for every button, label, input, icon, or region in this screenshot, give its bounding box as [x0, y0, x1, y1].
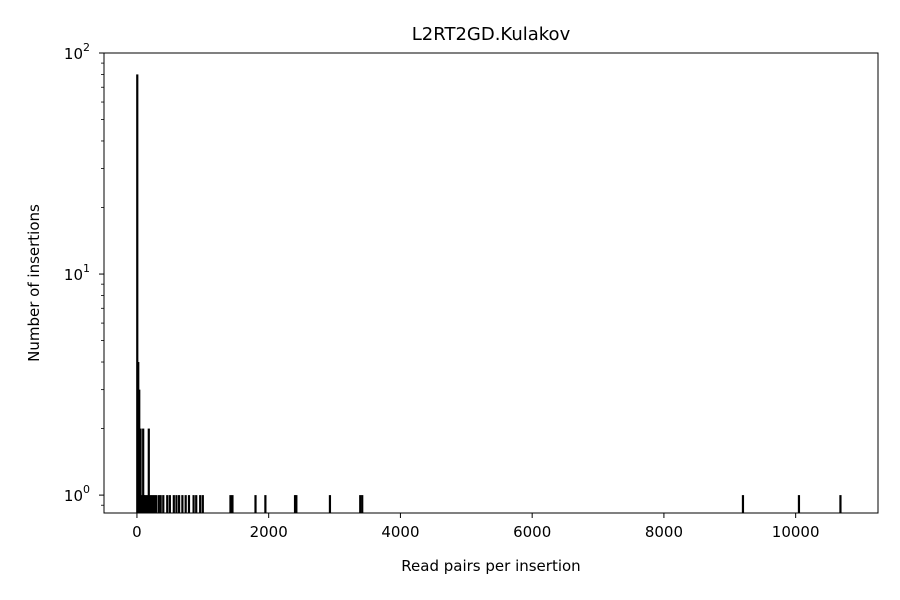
histogram-bar [797, 495, 801, 513]
histogram-bar [150, 495, 154, 513]
x-tick-label: 0 [132, 523, 142, 541]
x-tick-label: 10000 [772, 523, 820, 541]
histogram-bar [295, 495, 298, 513]
histogram-bar [187, 495, 191, 513]
histogram-bar [361, 495, 364, 513]
y-axis-label: Number of insertions [25, 204, 43, 362]
x-tick-label: 6000 [513, 523, 551, 541]
histogram-bar [741, 495, 745, 513]
histogram-bar [166, 495, 169, 513]
y-tick-label: 101 [64, 262, 90, 284]
histogram-bar [162, 495, 165, 513]
plot-frame [103, 52, 879, 514]
histogram-bar [152, 495, 156, 513]
y-axis: 100 101 102 [64, 41, 104, 506]
histogram-bar [254, 495, 257, 513]
histogram-bar [149, 495, 152, 513]
histogram-bar [181, 495, 184, 513]
histogram-bar [293, 495, 297, 513]
histogram-bar [144, 495, 147, 513]
x-axis: 0 2000 4000 6000 8000 10000 [132, 513, 820, 541]
histogram-bar [184, 495, 187, 513]
histogram-bar [231, 495, 234, 513]
y-tick-label: 100 [64, 483, 90, 505]
histogram-bar [154, 495, 158, 513]
histogram-bar [177, 495, 181, 513]
histogram-bar [168, 495, 171, 513]
histogram-bar [139, 428, 142, 513]
histogram-bar [136, 74, 139, 514]
histogram-bar [147, 428, 150, 513]
bars-layer [136, 74, 842, 514]
histogram-bar [328, 495, 332, 513]
x-axis-label: Read pairs per insertion [401, 557, 580, 575]
histogram-bar [195, 495, 198, 513]
histogram-bar [143, 495, 146, 513]
x-tick-label: 2000 [250, 523, 288, 541]
x-tick-label: 4000 [381, 523, 419, 541]
histogram-bar [172, 495, 175, 513]
histogram-bar [264, 495, 267, 513]
histogram-bar [146, 495, 149, 513]
histogram-bar [199, 495, 202, 513]
histogram-bar [138, 389, 141, 513]
histogram-bar [140, 495, 143, 513]
histogram-bar [201, 495, 204, 513]
histogram-bar [142, 428, 145, 513]
chart-title: L2RT2GD.Kulakov [412, 24, 571, 45]
histogram-bar [175, 495, 178, 513]
histogram-bar [359, 495, 362, 513]
histogram-bar [159, 495, 162, 513]
histogram-bar [839, 495, 842, 513]
x-tick-label: 8000 [645, 523, 683, 541]
histogram-bar [192, 495, 195, 513]
histogram-bar [157, 495, 160, 513]
y-tick-label: 102 [64, 41, 90, 63]
histogram-bar [229, 495, 232, 513]
